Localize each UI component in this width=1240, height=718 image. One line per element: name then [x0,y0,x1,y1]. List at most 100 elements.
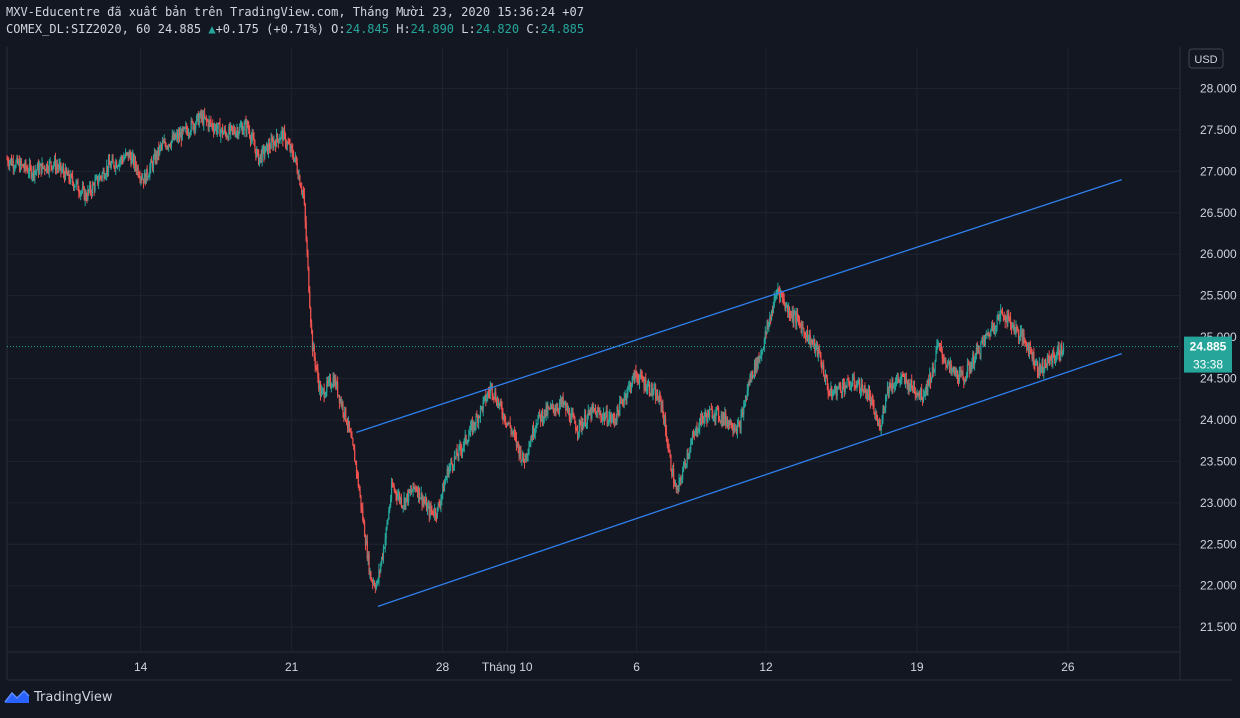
candle-body [464,435,466,440]
x-tick-label: 21 [285,660,299,674]
candle-body [384,539,386,549]
candle-body [428,505,430,517]
candle-body [68,170,70,180]
candle-body [478,416,480,424]
candle-body [178,133,181,138]
tradingview-footer[interactable]: TradingView [4,688,113,706]
candle-body [604,416,606,421]
symbol-name[interactable]: COMEX_DL:SIZ2020, 60 [6,22,151,36]
candle-body [131,156,133,165]
trendlines[interactable] [356,178,1122,608]
candle-body [284,130,286,135]
candle-body [71,176,74,183]
candle-body [308,267,310,292]
candle-body [625,394,627,400]
candle-body [366,540,368,559]
candle-body [784,304,786,309]
candle-body [835,385,837,396]
candle-body [444,480,447,483]
candle-body [193,124,195,130]
candle-body [886,386,889,396]
y-tick-label: 21.500 [1200,620,1237,634]
candle-body [548,407,550,409]
candle-body [569,419,571,423]
x-tick-label: Tháng 10 [482,660,533,674]
candle-body [153,153,155,159]
candle-body [231,125,233,127]
candle-body [326,381,328,393]
candle-body [503,414,505,419]
candle-body [258,157,261,165]
upper-channel-trendline[interactable] [356,178,1122,433]
candle-body [806,330,808,340]
candle-body [602,416,604,420]
candle-body [927,379,929,391]
candle-body [58,164,60,169]
candle-body [991,325,994,331]
candle-body [1007,312,1009,324]
candle-body [33,167,35,178]
candle-body [282,130,284,141]
candle-body [1054,357,1057,360]
candle-body [1049,357,1051,365]
candle-body [371,580,373,582]
candle-body [349,429,351,433]
candle-body [128,152,130,159]
candle-body [908,380,910,391]
candle-body [25,161,27,169]
candle-body [691,435,694,441]
candle-body [216,128,218,133]
candle-body [514,434,517,437]
candle-body [52,165,54,170]
candle-body [623,398,625,404]
candle-body [525,453,527,458]
candle-body [726,421,728,424]
candle-body [551,404,553,407]
candle-body [496,401,498,406]
candle-body [898,379,900,382]
candle-body [424,501,426,504]
candle-body [756,357,758,369]
candle-body [487,392,490,394]
candle-body [287,142,289,144]
candle-body [481,406,483,411]
candle-body [125,152,128,154]
candle-body [328,379,330,384]
candle-body [98,181,100,184]
candle-body [126,152,128,154]
candle-body [173,133,175,140]
candle-body [846,378,848,388]
candle-body [620,400,623,403]
candle-body [169,145,172,147]
candle-body [946,364,948,368]
candle-body [894,386,896,388]
candle-body [247,121,249,127]
candle-body [914,393,916,395]
candle-body [206,120,208,122]
candle-body [766,324,768,334]
candle-body [189,131,191,135]
candle-body [1024,339,1026,342]
candle-body [562,397,564,405]
candle-body [810,341,812,346]
candle-body [505,421,507,423]
candle-body [504,414,506,422]
lower-channel-trendline[interactable] [377,353,1122,608]
candle-body [372,582,375,584]
candle-body [853,376,855,386]
currency-badge[interactable]: USD [1188,48,1224,69]
candle-body [684,463,686,466]
candle-body [116,161,118,168]
candle-body [239,126,241,133]
candle-body [598,410,600,414]
candle-body [1050,357,1052,360]
candle-body [160,145,162,147]
candle-body [64,167,66,180]
candle-body [897,377,899,380]
candle-body [849,384,851,389]
candle-body [714,415,716,420]
candle-body [18,161,21,171]
candle-body [788,308,790,312]
candle-body [27,172,30,174]
